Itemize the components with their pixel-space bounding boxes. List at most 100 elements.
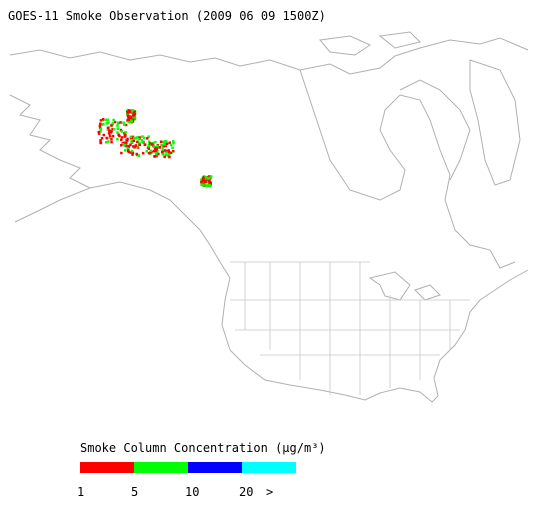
smoke-pixel xyxy=(106,118,109,121)
smoke-pixel xyxy=(110,138,113,141)
smoke-pixel xyxy=(108,134,112,137)
smoke-pixel xyxy=(112,118,115,122)
smoke-pixel xyxy=(131,151,135,154)
smoke-pixel xyxy=(123,123,126,126)
smoke-pixel xyxy=(164,144,167,148)
smoke-pixel xyxy=(164,149,167,152)
smoke-pixel xyxy=(130,149,134,153)
color-bar-segment xyxy=(134,462,188,473)
smoke-pixel xyxy=(99,130,102,133)
color-bar-label: > xyxy=(266,485,273,499)
smoke-pixel xyxy=(133,110,136,114)
smoke-pixel xyxy=(105,122,108,125)
smoke-pixel xyxy=(152,149,156,153)
smoke-pixel xyxy=(111,134,115,138)
smoke-pixel xyxy=(124,144,128,148)
smoke-pixel xyxy=(157,152,160,156)
smoke-pixel xyxy=(141,140,144,143)
color-bar-label: 20 xyxy=(239,485,253,499)
smoke-pixel xyxy=(147,145,150,148)
smoke-pixel xyxy=(116,121,120,125)
smoke-pixel xyxy=(100,137,104,140)
state-borders xyxy=(230,261,470,395)
smoke-pixel xyxy=(206,180,210,183)
smoke-pixel xyxy=(136,140,139,144)
smoke-pixel xyxy=(102,133,105,137)
smoke-pixel xyxy=(111,128,114,131)
smoke-pixel xyxy=(133,146,136,149)
smoke-pixel xyxy=(143,143,147,147)
smoke-pixel xyxy=(116,131,119,134)
smoke-pixel xyxy=(99,139,102,142)
color-bar-segment xyxy=(80,462,134,473)
smoke-pixel xyxy=(99,127,103,131)
smoke-pixel xyxy=(161,153,164,156)
smoke-pixel xyxy=(131,120,135,123)
smoke-pixel xyxy=(137,154,141,157)
smoke-pixel xyxy=(111,122,115,125)
smoke-pixel xyxy=(124,123,128,127)
smoke-pixel xyxy=(133,136,136,140)
smoke-pixel xyxy=(128,109,131,113)
smoke-pixel xyxy=(209,175,213,178)
smoke-pixel xyxy=(156,144,159,148)
smoke-pixel xyxy=(200,180,203,184)
smoke-pixel xyxy=(155,146,158,150)
smoke-pixel xyxy=(160,144,164,147)
smoke-pixel xyxy=(127,150,130,154)
smoke-pixel xyxy=(122,121,125,124)
smoke-pixel xyxy=(129,151,132,154)
smoke-pixel xyxy=(102,122,105,126)
smoke-pixel xyxy=(143,136,146,140)
legend-title: Smoke Column Concentration (μg/m³) xyxy=(80,441,326,455)
smoke-pixel xyxy=(107,140,110,143)
smoke-pixel xyxy=(147,140,151,143)
smoke-pixel xyxy=(207,184,210,187)
smoke-pixel xyxy=(120,144,123,147)
smoke-pixel xyxy=(134,136,138,140)
smoke-pixel xyxy=(106,128,110,131)
smoke-pixel xyxy=(133,113,137,116)
smoke-pixel xyxy=(131,118,135,121)
smoke-pixel xyxy=(160,150,164,154)
smoke-pixel xyxy=(110,124,113,127)
smoke-pixel xyxy=(161,148,164,151)
smoke-pixel xyxy=(159,140,163,143)
smoke-pixel xyxy=(108,129,111,132)
smoke-pixel xyxy=(106,126,110,130)
smoke-pixel xyxy=(105,141,108,144)
smoke-pixel xyxy=(119,128,123,132)
smoke-pixel xyxy=(101,118,105,121)
smoke-pixel xyxy=(127,118,130,121)
base-map xyxy=(9,31,529,403)
smoke-pixel xyxy=(105,137,109,140)
smoke-pixel xyxy=(204,184,208,187)
smoke-pixel xyxy=(172,141,175,145)
smoke-pixel xyxy=(167,152,171,156)
smoke-pixel xyxy=(119,121,122,124)
smoke-pixel xyxy=(124,141,127,145)
smoke-pixel xyxy=(172,140,175,143)
smoke-pixel xyxy=(138,143,141,147)
smoke-pixel xyxy=(149,149,152,153)
smoke-pixel xyxy=(163,155,166,159)
smoke-pixel xyxy=(133,116,137,119)
smoke-pixel xyxy=(138,136,141,139)
smoke-pixel xyxy=(98,124,102,128)
smoke-pixel xyxy=(156,150,159,153)
smoke-pixel xyxy=(135,145,139,148)
smoke-pixel xyxy=(145,150,148,153)
smoke-pixel xyxy=(106,121,110,125)
smoke-pixel xyxy=(147,135,150,138)
smoke-pixel xyxy=(207,182,211,185)
smoke-pixel xyxy=(127,144,131,148)
smoke-pixel xyxy=(202,177,205,180)
color-bar-label: 5 xyxy=(131,485,138,499)
smoke-pixel xyxy=(207,177,211,180)
smoke-pixel xyxy=(122,143,125,146)
smoke-pixel xyxy=(109,131,113,134)
color-bar-segment xyxy=(242,462,296,473)
smoke-pixel xyxy=(167,150,171,154)
smoke-pixel xyxy=(154,140,157,144)
smoke-pixel xyxy=(129,143,132,147)
